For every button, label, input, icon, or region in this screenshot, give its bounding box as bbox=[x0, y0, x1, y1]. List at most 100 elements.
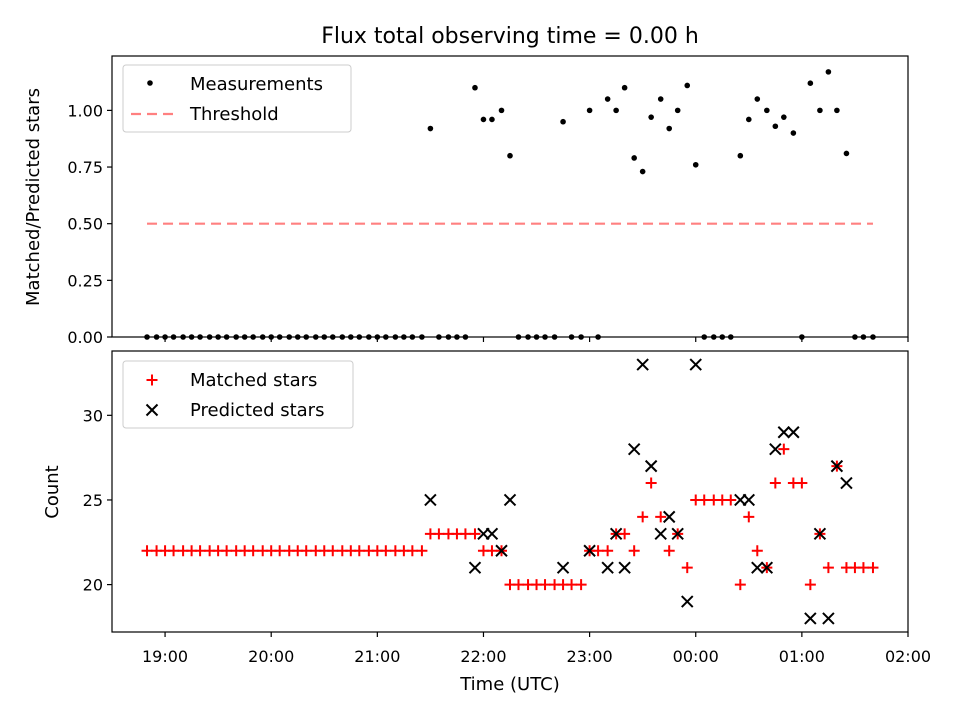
matched-star-point bbox=[354, 545, 365, 556]
measurement-point bbox=[826, 69, 832, 75]
measurement-point bbox=[666, 126, 672, 132]
legend-label-matched: Matched stars bbox=[190, 370, 317, 391]
predicted-star-point bbox=[690, 359, 701, 370]
bottom-y-axis-label: Count bbox=[42, 465, 63, 518]
predicted-star-point bbox=[841, 478, 852, 489]
x-tick-label: 01:00 bbox=[779, 647, 825, 666]
y-tick-label: 0.25 bbox=[67, 271, 103, 290]
matched-star-point bbox=[867, 562, 878, 573]
y-tick-label: 1.00 bbox=[67, 101, 103, 120]
matched-star-point bbox=[327, 545, 338, 556]
measurement-point bbox=[684, 83, 690, 89]
matched-star-point bbox=[566, 579, 577, 590]
measurement-point bbox=[499, 108, 505, 114]
measurement-point bbox=[773, 123, 779, 129]
predicted-star-point bbox=[602, 562, 613, 573]
predicted-star-point bbox=[637, 359, 648, 370]
legend-marker-measurements bbox=[147, 80, 153, 86]
bottom-x-ticks: 19:00 20:00 21:00 22:00 23:00 00:00 01:00 02:00 bbox=[142, 632, 931, 666]
predicted-star-point bbox=[629, 444, 640, 455]
predicted-star-point bbox=[469, 562, 480, 573]
matched-star-point bbox=[433, 528, 444, 539]
predicted-star-point bbox=[425, 494, 436, 505]
top-y-ticks: 0.000.250.500.751.00 bbox=[67, 101, 112, 347]
matched-star-point bbox=[823, 562, 834, 573]
matched-star-point bbox=[301, 545, 312, 556]
figure: Flux total observing time = 0.00 h 0.000… bbox=[0, 0, 960, 720]
predicted-star-point bbox=[752, 562, 763, 573]
y-tick-label: 20 bbox=[83, 576, 103, 595]
bottom-legend: Matched stars Predicted stars bbox=[123, 361, 353, 428]
predicted-star-point bbox=[655, 528, 666, 539]
matched-star-point bbox=[460, 528, 471, 539]
top-panel: 0.000.250.500.751.00 Matched/Predicted s… bbox=[23, 56, 908, 347]
x-tick-label: 23:00 bbox=[567, 647, 613, 666]
legend-label-measurements: Measurements bbox=[190, 74, 323, 95]
matched-star-point bbox=[637, 511, 648, 522]
measurement-point bbox=[640, 169, 646, 175]
predicted-star-point bbox=[505, 494, 516, 505]
x-tick-label: 21:00 bbox=[354, 647, 400, 666]
bottom-y-ticks: 20 25 30 bbox=[83, 406, 112, 594]
measurement-point bbox=[844, 151, 850, 157]
measurement-point bbox=[834, 108, 840, 114]
matched-star-point bbox=[142, 545, 153, 556]
predicted-star-point bbox=[646, 461, 657, 472]
matched-star-point bbox=[796, 478, 807, 489]
measurement-point bbox=[622, 85, 628, 91]
measurement-point bbox=[605, 96, 611, 102]
chart-title: Flux total observing time = 0.00 h bbox=[321, 24, 699, 49]
measurement-point bbox=[738, 153, 744, 159]
predicted-star-point bbox=[619, 562, 630, 573]
legend-label-predicted: Predicted stars bbox=[190, 400, 324, 421]
matched-star-point bbox=[513, 579, 524, 590]
matched-star-point bbox=[602, 545, 613, 556]
matched-star-point bbox=[699, 494, 710, 505]
measurement-point bbox=[507, 153, 513, 159]
y-tick-label: 25 bbox=[83, 491, 103, 510]
measurement-point bbox=[817, 108, 823, 114]
measurement-point bbox=[648, 114, 654, 120]
matched-star-point bbox=[858, 562, 869, 573]
y-tick-label: 0.75 bbox=[67, 158, 103, 177]
measurement-point bbox=[587, 108, 593, 114]
matched-star-point bbox=[168, 545, 179, 556]
matched-star-point bbox=[274, 545, 285, 556]
predicted-star-point bbox=[743, 494, 754, 505]
predicted-star-point bbox=[558, 562, 569, 573]
x-tick-label: 22:00 bbox=[460, 647, 506, 666]
matched-star-point bbox=[248, 545, 259, 556]
x-tick-label: 02:00 bbox=[885, 647, 931, 666]
measurement-point bbox=[481, 117, 487, 123]
matched-star-point bbox=[380, 545, 391, 556]
x-tick-label: 00:00 bbox=[673, 647, 719, 666]
matched-star-point bbox=[221, 545, 232, 556]
measurement-point bbox=[675, 108, 681, 114]
measurement-point bbox=[631, 155, 637, 161]
matched-star-point bbox=[743, 511, 754, 522]
measurement-point bbox=[808, 80, 814, 86]
predicted-star-point bbox=[778, 427, 789, 438]
matched-star-point bbox=[725, 494, 736, 505]
measurement-point bbox=[781, 114, 787, 120]
measurement-point bbox=[746, 117, 752, 123]
matched-star-point bbox=[664, 545, 675, 556]
x-tick-label: 20:00 bbox=[248, 647, 294, 666]
predicted-star-point bbox=[788, 427, 799, 438]
predicted-star-point bbox=[823, 613, 834, 624]
matched-star-point bbox=[195, 545, 206, 556]
x-tick-label: 19:00 bbox=[142, 647, 188, 666]
matched-star-point bbox=[629, 545, 640, 556]
measurement-point bbox=[764, 108, 770, 114]
measurement-point bbox=[560, 119, 566, 125]
predicted-star-point bbox=[682, 596, 693, 607]
matched-star-point bbox=[646, 478, 657, 489]
measurement-point bbox=[613, 108, 619, 114]
top-legend: MeasurementsThreshold bbox=[123, 65, 351, 132]
measurement-point bbox=[489, 117, 495, 123]
measurement-point bbox=[428, 126, 434, 132]
matched-star-point bbox=[407, 545, 418, 556]
measurement-point bbox=[791, 130, 797, 136]
predicted-star-point bbox=[805, 613, 816, 624]
matched-star-point bbox=[805, 579, 816, 590]
